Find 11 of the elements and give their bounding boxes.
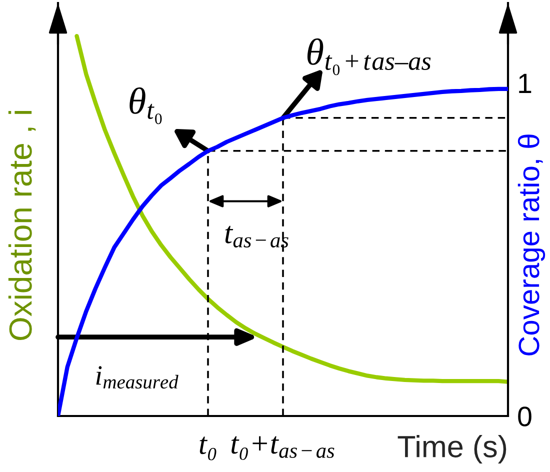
x-tick-label: t₀	[200, 436, 216, 460]
annotation: θ$_{t₀+tas–as}$	[307, 38, 431, 76]
y2-tick-label: 1	[519, 74, 532, 93]
annotation: i$_{measured}$	[96, 366, 178, 389]
x-tick-label: t₀+t$_{as−as}$	[231, 436, 334, 460]
annotation: θ$_{t₀}$	[130, 87, 162, 124]
y2-tick-label: 0	[518, 406, 532, 426]
x-axis-title: Time (s)	[398, 435, 506, 464]
y2-axis-title: Coverage ratio, θ	[518, 134, 546, 356]
annotation: t$_{as−as}$	[225, 226, 288, 248]
y-axis-title: Oxidation rate , i	[8, 111, 36, 340]
